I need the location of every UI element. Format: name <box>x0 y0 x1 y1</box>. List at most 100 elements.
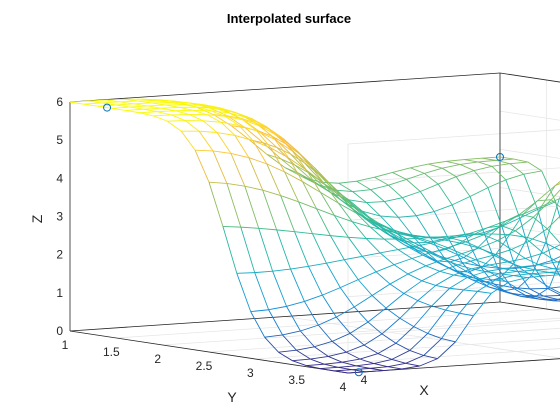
mesh-segment <box>157 110 176 113</box>
mesh-segment <box>294 231 313 235</box>
mesh-segment <box>258 228 274 272</box>
mesh-segment <box>334 370 349 374</box>
mesh-segment <box>442 163 461 169</box>
mesh-segment <box>545 274 560 277</box>
mesh-segment <box>469 227 488 234</box>
mesh-segment <box>153 114 172 117</box>
mesh-segment <box>397 245 417 251</box>
mesh-segment <box>455 176 471 197</box>
mesh-segment <box>427 332 442 339</box>
mesh-segment <box>380 215 399 218</box>
mesh-segment <box>449 276 468 289</box>
mesh-segment <box>203 120 222 123</box>
mesh-segment <box>549 271 560 273</box>
mesh-segment <box>441 312 460 339</box>
mesh-segment <box>161 107 176 112</box>
mesh-segment <box>416 211 435 217</box>
mesh-segment <box>483 232 499 269</box>
mesh-segment <box>330 235 345 260</box>
mesh-segment <box>366 202 381 217</box>
mesh-segment <box>489 286 504 292</box>
mesh-segment <box>517 270 532 275</box>
mesh-segment <box>509 277 528 283</box>
mesh-segment <box>459 164 475 171</box>
mesh-segment <box>464 159 479 163</box>
tick-label: 4 <box>340 380 347 394</box>
mesh-segment <box>437 341 456 359</box>
mesh-segment <box>250 311 265 338</box>
mesh-segment <box>274 139 293 152</box>
mesh-segment <box>433 242 448 249</box>
mesh-segment <box>519 200 538 215</box>
mesh-segment <box>270 147 286 173</box>
mesh-segment <box>519 214 534 218</box>
mesh-segment <box>278 136 294 152</box>
mesh-segment <box>240 226 259 229</box>
mesh-segment <box>298 201 317 210</box>
mesh-segment <box>403 293 419 302</box>
mesh-segment <box>292 150 311 167</box>
mesh-segment <box>342 197 357 214</box>
mesh-segment <box>238 124 258 132</box>
mesh-segment <box>226 183 245 187</box>
mesh-segment <box>272 268 291 272</box>
mesh-segment <box>521 266 536 271</box>
mesh-segment <box>460 161 479 165</box>
mesh-segment <box>335 316 351 334</box>
axes-box <box>69 72 560 374</box>
mesh-segment <box>345 351 361 360</box>
mesh-segment <box>294 164 310 174</box>
mesh-segment <box>537 185 556 202</box>
mesh-segment <box>513 273 532 277</box>
mesh-segment <box>384 201 399 218</box>
mesh-segment <box>216 132 232 154</box>
mesh-segment <box>373 363 388 368</box>
mesh-segment <box>535 269 550 273</box>
mesh-segment <box>375 271 391 285</box>
mesh-segment <box>208 182 224 227</box>
mesh-segment <box>304 301 319 326</box>
mesh-segment <box>479 265 495 285</box>
mesh-segment <box>324 361 343 365</box>
mesh-segment <box>509 234 528 238</box>
mesh-segment <box>515 216 534 232</box>
mesh-segment <box>115 103 134 106</box>
mesh-segment <box>405 233 421 239</box>
grid-line <box>347 281 560 298</box>
mesh-segment <box>435 260 455 272</box>
mesh-segment <box>399 300 419 319</box>
mesh-segment <box>477 233 492 249</box>
mesh-segment <box>361 255 377 273</box>
mesh-segment <box>449 257 464 263</box>
mesh-segment <box>373 358 392 365</box>
mesh-segment <box>447 237 463 263</box>
mesh-segment <box>282 334 297 351</box>
mesh-segment <box>393 264 409 275</box>
mesh-segment <box>282 330 301 336</box>
mesh-segment <box>345 344 365 353</box>
mesh-segment <box>369 226 385 240</box>
mesh-segment <box>101 102 116 106</box>
mesh-segment <box>529 288 544 297</box>
mesh-segment <box>495 254 514 265</box>
mesh-segment <box>543 295 558 300</box>
mesh-segment <box>208 181 227 184</box>
mesh-segment <box>338 365 357 368</box>
mesh-segment <box>427 309 446 334</box>
mesh-segment <box>438 176 457 185</box>
mesh-segment <box>481 278 496 281</box>
mesh-segment <box>485 268 504 273</box>
mesh-segment <box>272 271 287 307</box>
mesh-segment <box>157 111 172 116</box>
mesh-segment <box>451 196 471 206</box>
mesh-segment <box>511 286 530 290</box>
mesh-segment <box>447 241 466 249</box>
mesh-segment <box>353 306 369 323</box>
mesh-segment <box>409 235 429 243</box>
mesh-segment <box>314 346 329 357</box>
mesh-segment <box>464 157 483 160</box>
mesh-segment <box>213 114 228 117</box>
mesh-segment <box>541 170 557 202</box>
mesh-segment <box>405 355 424 364</box>
